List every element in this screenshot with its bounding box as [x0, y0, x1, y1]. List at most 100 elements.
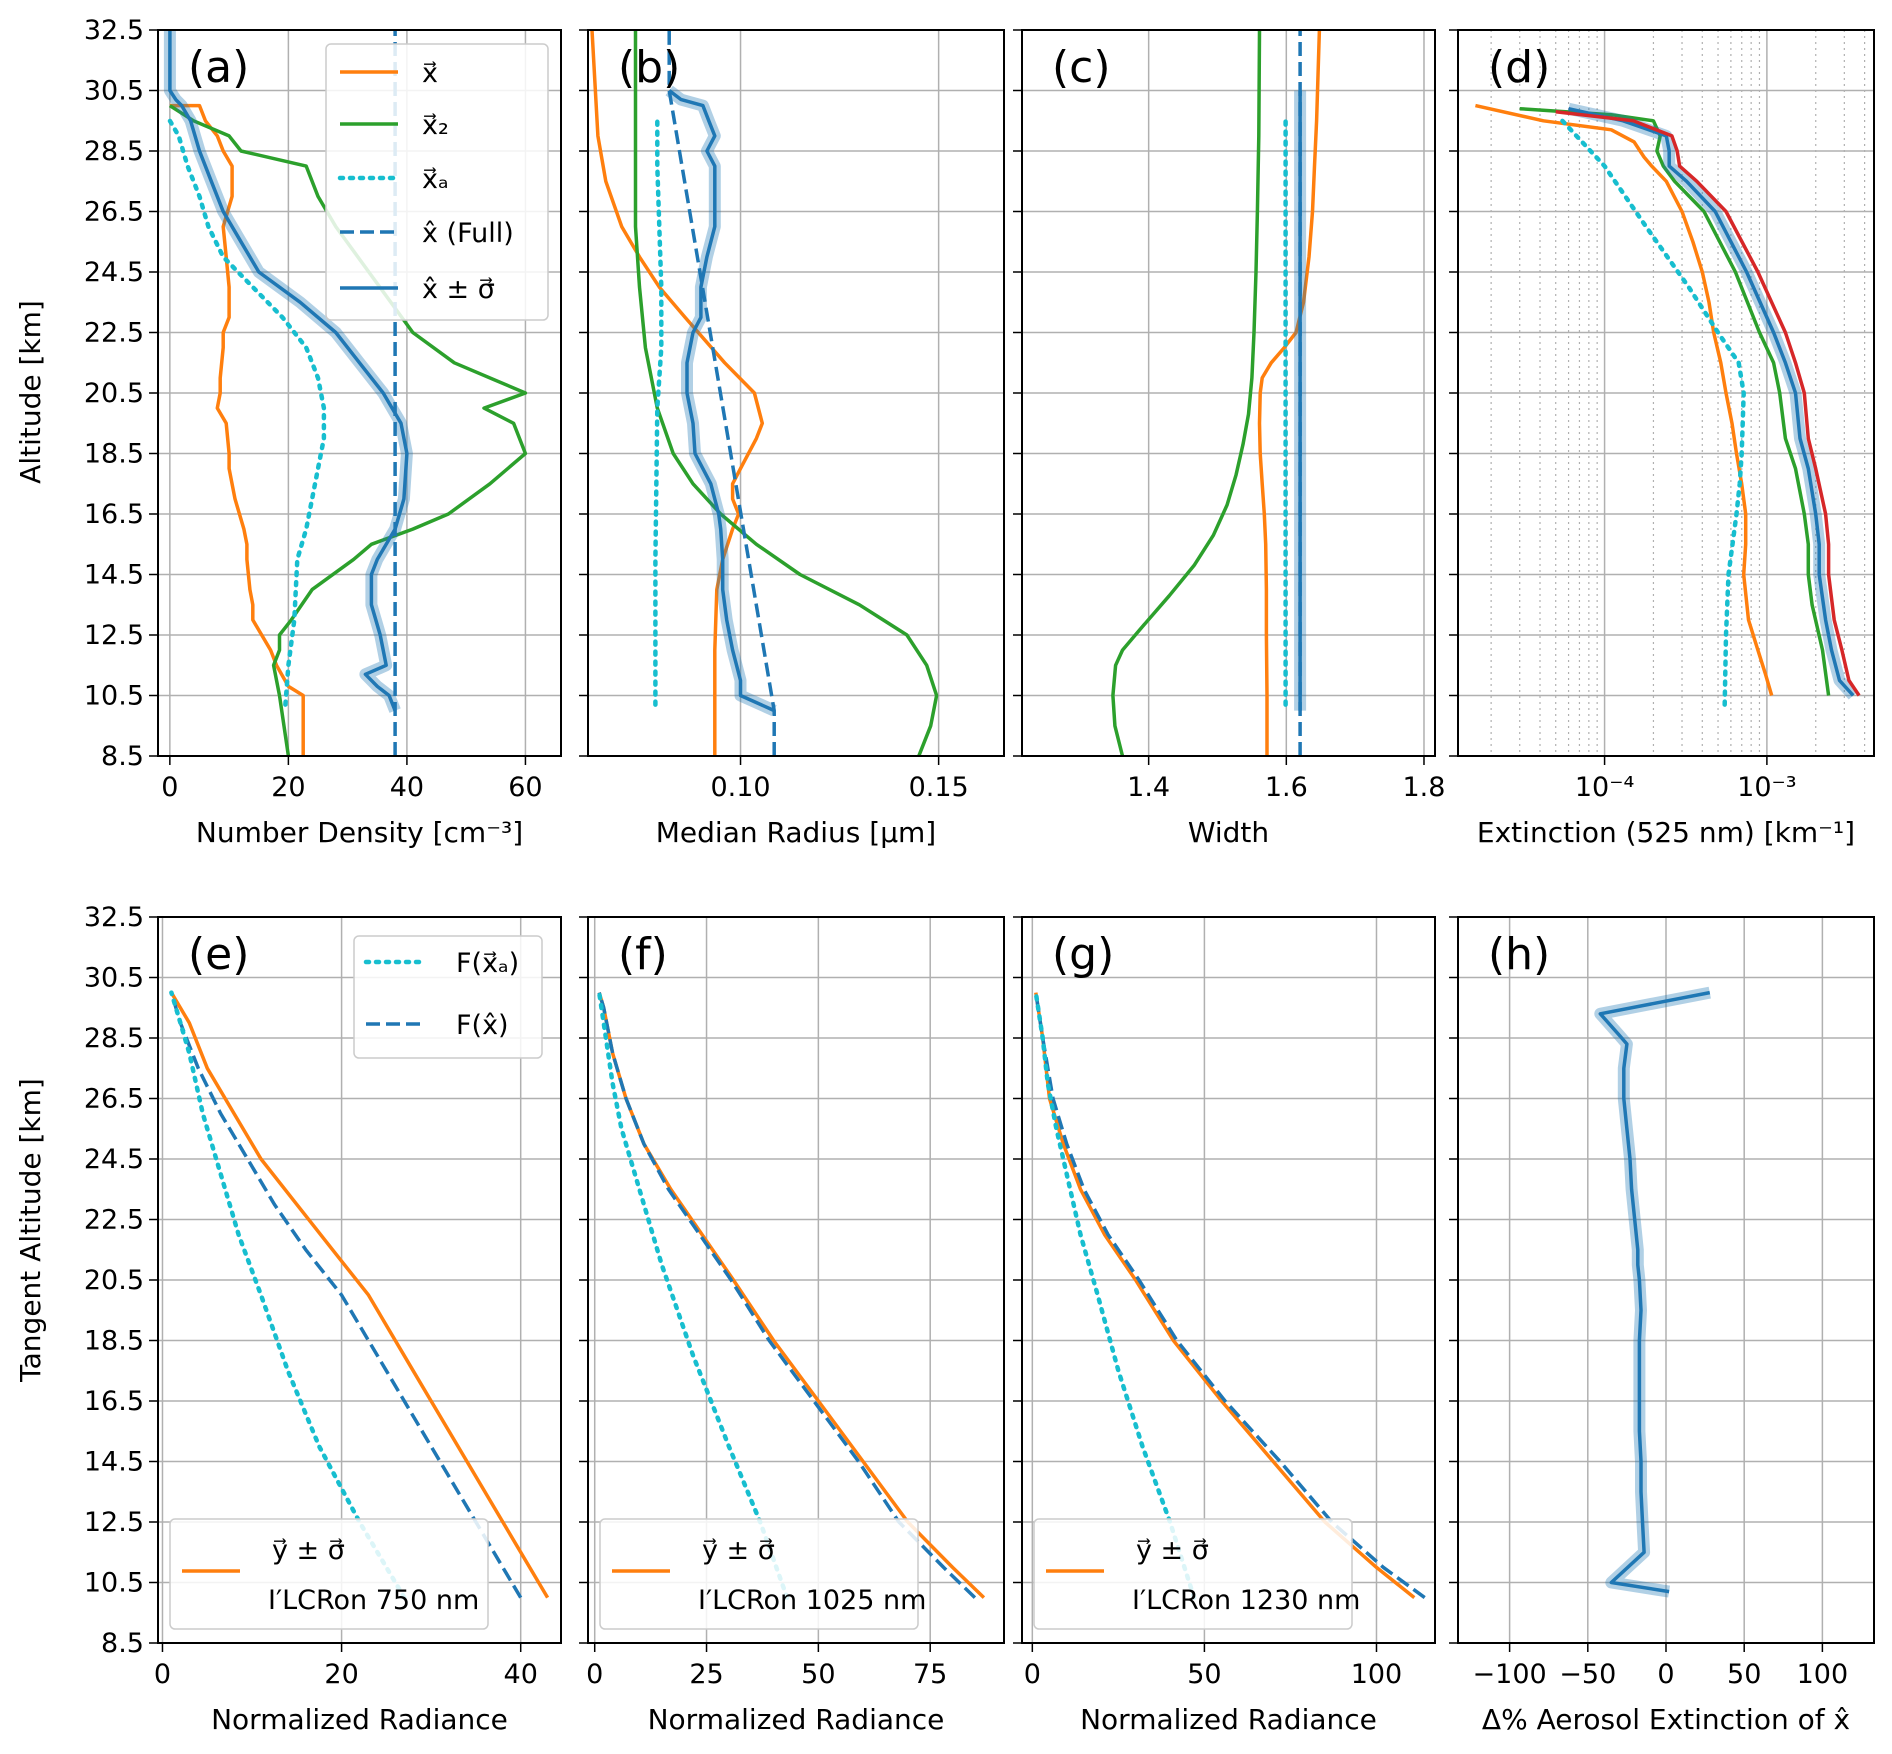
x-tick-label: 1.6	[1265, 772, 1308, 803]
axes-frame	[587, 916, 1005, 1644]
series-d-green-solid	[1519, 106, 1831, 696]
series-f-orange-solid	[597, 992, 986, 1599]
x-tick-label: 0	[1657, 1659, 1674, 1690]
y-tick-label: 30.5	[84, 963, 144, 994]
series-f-cyan-dotted	[596, 990, 790, 1600]
series-b-green-solid	[633, 30, 939, 756]
legend-top-item-2: x⃗ₐ	[422, 164, 449, 195]
legend-radiance-item-0: y⃗ ± σ⃗	[702, 1535, 775, 1566]
series-e-blue-dashed	[169, 992, 523, 1599]
y-tick-label: 14.5	[84, 560, 144, 591]
legend-top: x⃗ x⃗₂ x⃗ₐ x̂ (Full) x̂ ± σ⃗	[325, 43, 549, 321]
x-tick-label: 10⁻³	[1737, 772, 1796, 803]
series-g-blue-dashed	[1034, 992, 1426, 1600]
legend-radiance: y⃗ ± σ⃗ I′LCRon 1025 nm	[599, 1518, 926, 1630]
x-tick-label: 20	[271, 772, 305, 803]
panel-e: 8.5 10.5 12.5 14.5 16.5 18.5 20.5 22.5 24.5 26.5 2…	[84, 902, 562, 1736]
x-tick-label: 1.8	[1403, 772, 1446, 803]
x-tick-label: 50	[1727, 1659, 1761, 1690]
series-f-blue-dashed	[597, 992, 977, 1599]
y-tick-label: 22.5	[84, 318, 144, 349]
series-b-blue-solid	[668, 89, 775, 713]
series-d-blue-solid	[1568, 106, 1855, 697]
series-d-cyan-dotted	[1560, 118, 1746, 707]
x-axis-label: Normalized Radiance	[211, 1703, 508, 1736]
axes-frame	[157, 29, 562, 757]
legend-radiance: y⃗ ± σ⃗ I′LCRon 750 nm	[169, 1518, 489, 1630]
x-tick-label: 100	[1351, 1659, 1403, 1690]
panel-label: (d)	[1488, 42, 1550, 93]
panel-c: 1.4 1.6 1.8 (c) Width	[1013, 29, 1446, 849]
x-axis-label: Extinction (525 nm) [km⁻¹]	[1477, 816, 1855, 849]
y-tick-label: 32.5	[84, 902, 144, 933]
panel-g: 0 50 100 (g) Normalized Radiance y⃗ ± σ⃗ I′LCR…	[1013, 916, 1436, 1736]
y-tick-label: 16.5	[84, 499, 144, 530]
series-d-orange-solid	[1475, 103, 1774, 696]
axes-frame	[1457, 916, 1875, 1644]
axes-frame	[1457, 29, 1875, 757]
axes-frame	[1021, 916, 1436, 1644]
series-b-blue-dashed	[667, 30, 776, 756]
panel-a: 8.5 10.5 12.5 14.5 16.5 18.5 20.5 22.5 24.5 26.5 2…	[84, 15, 562, 849]
legend-radiance-item-1: I′LCRon 750 nm	[268, 1585, 479, 1616]
ylabel-tangent-altitude: Tangent Altitude [km]	[14, 1078, 47, 1383]
legend-radiance-item-0: y⃗ ± σ⃗	[1136, 1535, 1209, 1566]
series-c-orange-solid	[1257, 30, 1322, 756]
x-tick-label: 20	[324, 1659, 358, 1690]
y-tick-label: 28.5	[84, 136, 144, 167]
x-tick-label: −50	[1559, 1659, 1616, 1690]
series-e-orange-solid	[169, 991, 550, 1599]
x-axis-label: Normalized Radiance	[1080, 1703, 1377, 1736]
x-tick-label: 0	[154, 1659, 171, 1690]
ylabel-altitude: Altitude [km]	[14, 300, 47, 484]
legend-top-item-1: x⃗₂	[422, 110, 449, 141]
x-tick-label: 100	[1797, 1659, 1849, 1690]
x-tick-label: 10⁻⁴	[1575, 772, 1634, 803]
x-tick-label: 60	[508, 772, 542, 803]
x-tick-label: 0.10	[710, 772, 770, 803]
x-axis-label: Δ% Aerosol Extinction of x̂	[1482, 1703, 1850, 1736]
legend-e: F(x⃗ₐ) F(x̂)	[353, 935, 543, 1059]
series-b-orange-solid	[590, 30, 765, 756]
series-b-cyan-dotted	[653, 118, 664, 707]
x-tick-label: 75	[913, 1659, 947, 1690]
y-tick-label: 10.5	[84, 1568, 144, 1599]
y-tick-label: 24.5	[84, 1144, 144, 1175]
panel-label: (f)	[618, 929, 668, 980]
x-tick-label: 25	[689, 1659, 723, 1690]
x-tick-label: 1.4	[1127, 772, 1170, 803]
legend-e-item-0: F(x⃗ₐ)	[456, 948, 519, 979]
legend-radiance-item-1: I′LCRon 1025 nm	[698, 1585, 926, 1616]
y-tick-label: 32.5	[84, 15, 144, 46]
x-tick-label: 50	[1187, 1659, 1221, 1690]
legend-radiance-item-1: I′LCRon 1230 nm	[1132, 1585, 1360, 1616]
axes-frame	[157, 916, 562, 1644]
panel-label: (c)	[1052, 42, 1111, 93]
series-c-green-solid	[1111, 30, 1262, 756]
y-tick-label: 30.5	[84, 76, 144, 107]
y-tick-label: 16.5	[84, 1386, 144, 1417]
y-tick-label: 20.5	[84, 378, 144, 409]
series-a-blue-solid	[168, 30, 409, 712]
y-tick-label: 24.5	[84, 257, 144, 288]
y-tick-label: 28.5	[84, 1023, 144, 1054]
x-axis-label: Normalized Radiance	[648, 1703, 945, 1736]
panel-label: (h)	[1488, 929, 1550, 980]
panel-label: (b)	[618, 42, 680, 93]
y-tick-label: 8.5	[101, 1628, 144, 1659]
y-tick-label: 10.5	[84, 681, 144, 712]
panel-label: (a)	[188, 42, 249, 93]
legend-radiance-item-0: y⃗ ± σ⃗	[272, 1535, 345, 1566]
series-b-blue-solid-band	[665, 85, 777, 717]
x-tick-label: 40	[504, 1659, 538, 1690]
legend-radiance: y⃗ ± σ⃗ I′LCRon 1230 nm	[1033, 1518, 1360, 1630]
series-a-orange-solid	[169, 103, 305, 756]
x-tick-label: −100	[1473, 1659, 1547, 1690]
x-tick-label: 0.15	[909, 772, 969, 803]
series-a-cyan-dotted	[167, 118, 327, 707]
y-tick-label: 26.5	[84, 1084, 144, 1115]
y-tick-label: 26.5	[84, 197, 144, 228]
y-tick-label: 22.5	[84, 1205, 144, 1236]
y-tick-label: 18.5	[84, 1326, 144, 1357]
